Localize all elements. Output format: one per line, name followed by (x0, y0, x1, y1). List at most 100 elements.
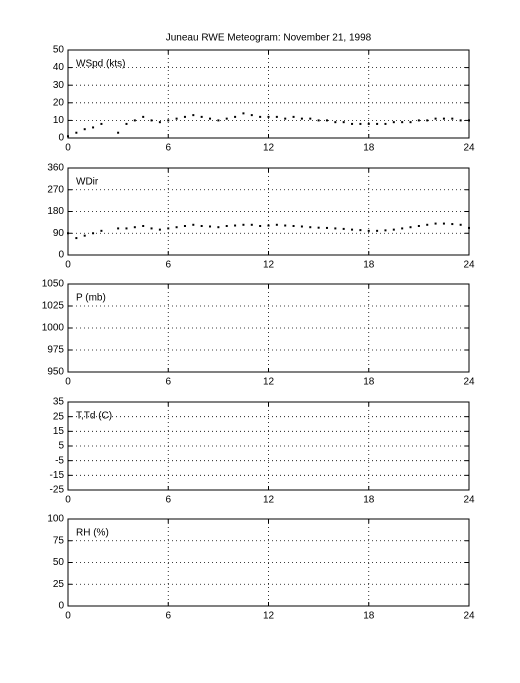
data-point (442, 117, 445, 120)
y-tick-label: 10 (53, 115, 65, 126)
x-tick-label: 6 (165, 377, 171, 388)
data-point (67, 135, 69, 138)
data-point (192, 114, 195, 117)
x-tick-label: 6 (165, 143, 171, 154)
panel-label: WSpd (kts) (76, 59, 125, 70)
x-tick-label: 18 (363, 611, 375, 622)
x-tick-label: 24 (463, 611, 475, 622)
data-point (359, 122, 362, 125)
data-point (75, 237, 78, 240)
x-tick-label: 18 (363, 495, 375, 506)
data-point (250, 114, 253, 117)
data-point (317, 119, 320, 122)
data-point (234, 115, 237, 118)
axes-frame (67, 49, 470, 139)
data-point (225, 225, 228, 227)
axes-frame (67, 518, 470, 607)
y-tick-label: 50 (53, 45, 65, 56)
data-point (183, 115, 186, 118)
data-point (192, 223, 195, 226)
data-point (417, 119, 420, 122)
data-point (175, 226, 178, 229)
y-tick-label: 5 (58, 441, 64, 452)
data-point (376, 229, 379, 232)
data-point (67, 232, 69, 235)
y-tick-label: 20 (53, 97, 65, 108)
panel-label: P (mb) (76, 293, 106, 304)
y-tick-label: 950 (47, 367, 64, 378)
data-point (92, 126, 95, 129)
data-point (167, 227, 170, 230)
data-point (459, 119, 462, 122)
x-tick-label: 0 (65, 377, 71, 388)
data-point (158, 121, 161, 124)
chart-title: Juneau RWE Meteogram: November 21, 1998 (166, 33, 372, 44)
x-tick-label: 24 (463, 260, 475, 271)
data-point (100, 122, 103, 125)
y-tick-label: 35 (53, 397, 65, 408)
data-point (242, 223, 245, 226)
data-point (392, 121, 395, 124)
data-point (75, 131, 78, 134)
y-tick-label: 1025 (42, 301, 65, 312)
data-point (200, 115, 203, 118)
data-point (133, 226, 136, 229)
y-tick-label: 100 (47, 514, 64, 525)
axes-frame (67, 167, 470, 256)
data-point (392, 228, 395, 231)
y-tick-label: -25 (50, 485, 65, 496)
data-point (468, 226, 470, 229)
data-point (225, 117, 228, 120)
data-point (401, 121, 404, 124)
data-point (292, 115, 295, 118)
panel-label: RH (%) (76, 528, 109, 539)
y-tick-label: 30 (53, 80, 65, 91)
data-point (334, 121, 337, 124)
data-point (451, 117, 454, 120)
data-point (158, 228, 161, 231)
data-point (92, 232, 95, 235)
x-tick-label: 12 (263, 143, 275, 154)
axes-frame (67, 283, 470, 373)
x-tick-label: 18 (363, 260, 375, 271)
y-tick-label: 1050 (42, 279, 65, 290)
y-tick-label: 75 (53, 535, 65, 546)
x-tick-label: 24 (463, 495, 475, 506)
data-point (309, 226, 312, 229)
data-point (325, 226, 328, 229)
data-point (117, 227, 120, 230)
y-tick-label: -5 (55, 455, 64, 466)
x-tick-label: 12 (263, 611, 275, 622)
y-tick-label: 15 (53, 426, 65, 437)
y-tick-label: 1000 (42, 323, 65, 334)
data-point (167, 119, 170, 122)
x-tick-label: 12 (263, 260, 275, 271)
data-point (367, 122, 370, 125)
data-point (300, 117, 303, 120)
data-point (434, 117, 437, 120)
x-tick-label: 0 (65, 260, 71, 271)
data-point (351, 122, 354, 125)
x-tick-label: 0 (65, 611, 71, 622)
data-point (284, 224, 287, 227)
data-point (317, 226, 320, 229)
data-point (334, 227, 337, 230)
data-point (125, 122, 128, 125)
data-point (209, 225, 212, 228)
x-tick-label: 24 (463, 143, 475, 154)
y-tick-label: 25 (53, 411, 65, 422)
x-tick-label: 24 (463, 377, 475, 388)
data-point (300, 225, 303, 228)
axes-frame (67, 401, 470, 491)
y-tick-label: 180 (47, 206, 64, 217)
data-point (83, 234, 86, 237)
data-point (150, 227, 153, 230)
y-tick-label: 975 (47, 345, 64, 356)
data-point (292, 225, 295, 227)
data-point (183, 225, 186, 227)
data-point (409, 226, 412, 229)
data-point (417, 225, 420, 227)
data-point (83, 128, 86, 131)
data-point (250, 223, 253, 226)
y-tick-label: 90 (53, 228, 65, 239)
